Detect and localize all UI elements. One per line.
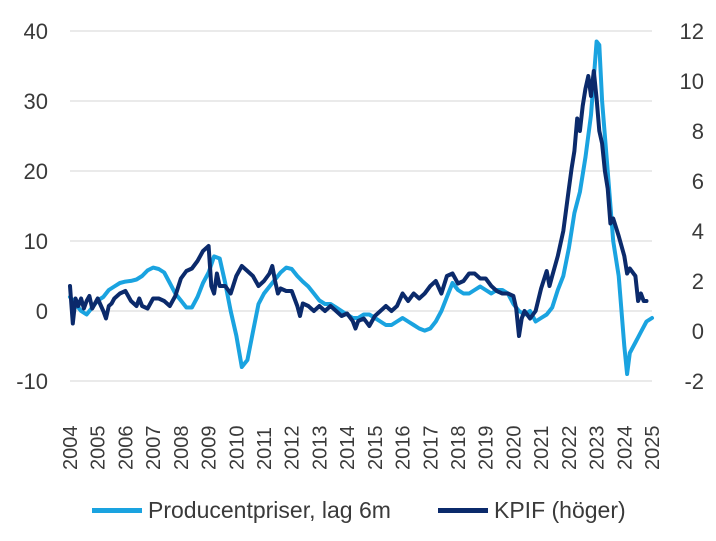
x-tick-label: 2023 bbox=[587, 426, 609, 471]
left-tick-label: 0 bbox=[36, 299, 48, 324]
x-tick-label: 2012 bbox=[282, 426, 304, 471]
right-tick-label: 8 bbox=[692, 119, 704, 144]
x-tick-label: 2007 bbox=[143, 426, 165, 471]
left-tick-label: 40 bbox=[24, 19, 48, 44]
legend: Producentpriser, lag 6m KPIF (höger) bbox=[0, 492, 716, 528]
left-tick-label: 10 bbox=[24, 229, 48, 254]
x-tick-label: 2025 bbox=[642, 426, 664, 471]
right-tick-label: -2 bbox=[684, 369, 704, 394]
right-axis-ticks: -2 0 2 4 6 8 10 12 bbox=[680, 19, 704, 394]
legend-label-producentpriser: Producentpriser, lag 6m bbox=[148, 496, 391, 523]
legend-swatch-kpif bbox=[438, 507, 488, 513]
x-tick-label: 2019 bbox=[476, 426, 498, 471]
right-tick-label: 12 bbox=[680, 19, 704, 44]
x-tick-label: 2021 bbox=[531, 426, 553, 471]
gridlines bbox=[70, 30, 652, 382]
x-tick-label: 2018 bbox=[448, 426, 470, 471]
x-tick-label: 2008 bbox=[171, 426, 193, 471]
x-tick-label: 2015 bbox=[365, 426, 387, 471]
legend-item-producentpriser: Producentpriser, lag 6m bbox=[92, 492, 391, 528]
left-axis-ticks: -10 0 10 20 30 40 bbox=[16, 19, 48, 394]
x-tick-label: 2005 bbox=[88, 426, 110, 471]
right-tick-label: 10 bbox=[680, 69, 704, 94]
x-tick-label: 2009 bbox=[199, 426, 221, 471]
x-tick-label: 2006 bbox=[115, 426, 137, 471]
right-tick-label: 4 bbox=[692, 219, 704, 244]
x-tick-label: 2016 bbox=[393, 426, 415, 471]
x-tick-label: 2017 bbox=[420, 426, 442, 471]
series-line-0 bbox=[68, 39, 654, 376]
legend-item-kpif: KPIF (höger) bbox=[438, 492, 626, 528]
x-tick-label: 2022 bbox=[559, 426, 581, 471]
x-tick-label: 2014 bbox=[337, 426, 359, 471]
x-axis-ticks: 2004 2005 2006 2007 2008 2009 2010 2011 2012 2013… bbox=[60, 426, 664, 471]
series-line-1 bbox=[68, 69, 649, 338]
legend-label-kpif: KPIF (höger) bbox=[494, 496, 626, 523]
x-tick-label: 2020 bbox=[503, 426, 525, 471]
right-tick-label: 6 bbox=[692, 169, 704, 194]
line-chart: -10 0 10 20 30 40 -2 0 2 4 6 8 10 12 2004 2005 2006 200… bbox=[16, 19, 704, 471]
series-lines bbox=[68, 39, 654, 376]
x-tick-label: 2004 bbox=[60, 426, 82, 471]
x-tick-label: 2024 bbox=[614, 426, 636, 471]
legend-swatch-producentpriser bbox=[92, 507, 142, 513]
left-tick-label: -10 bbox=[16, 369, 48, 394]
x-tick-label: 2011 bbox=[254, 427, 276, 470]
left-tick-label: 30 bbox=[24, 89, 48, 114]
x-tick-label: 2013 bbox=[309, 426, 331, 471]
right-tick-label: 0 bbox=[692, 319, 704, 344]
x-tick-label: 2010 bbox=[226, 426, 248, 471]
right-tick-label: 2 bbox=[692, 269, 704, 294]
left-tick-label: 20 bbox=[24, 159, 48, 184]
